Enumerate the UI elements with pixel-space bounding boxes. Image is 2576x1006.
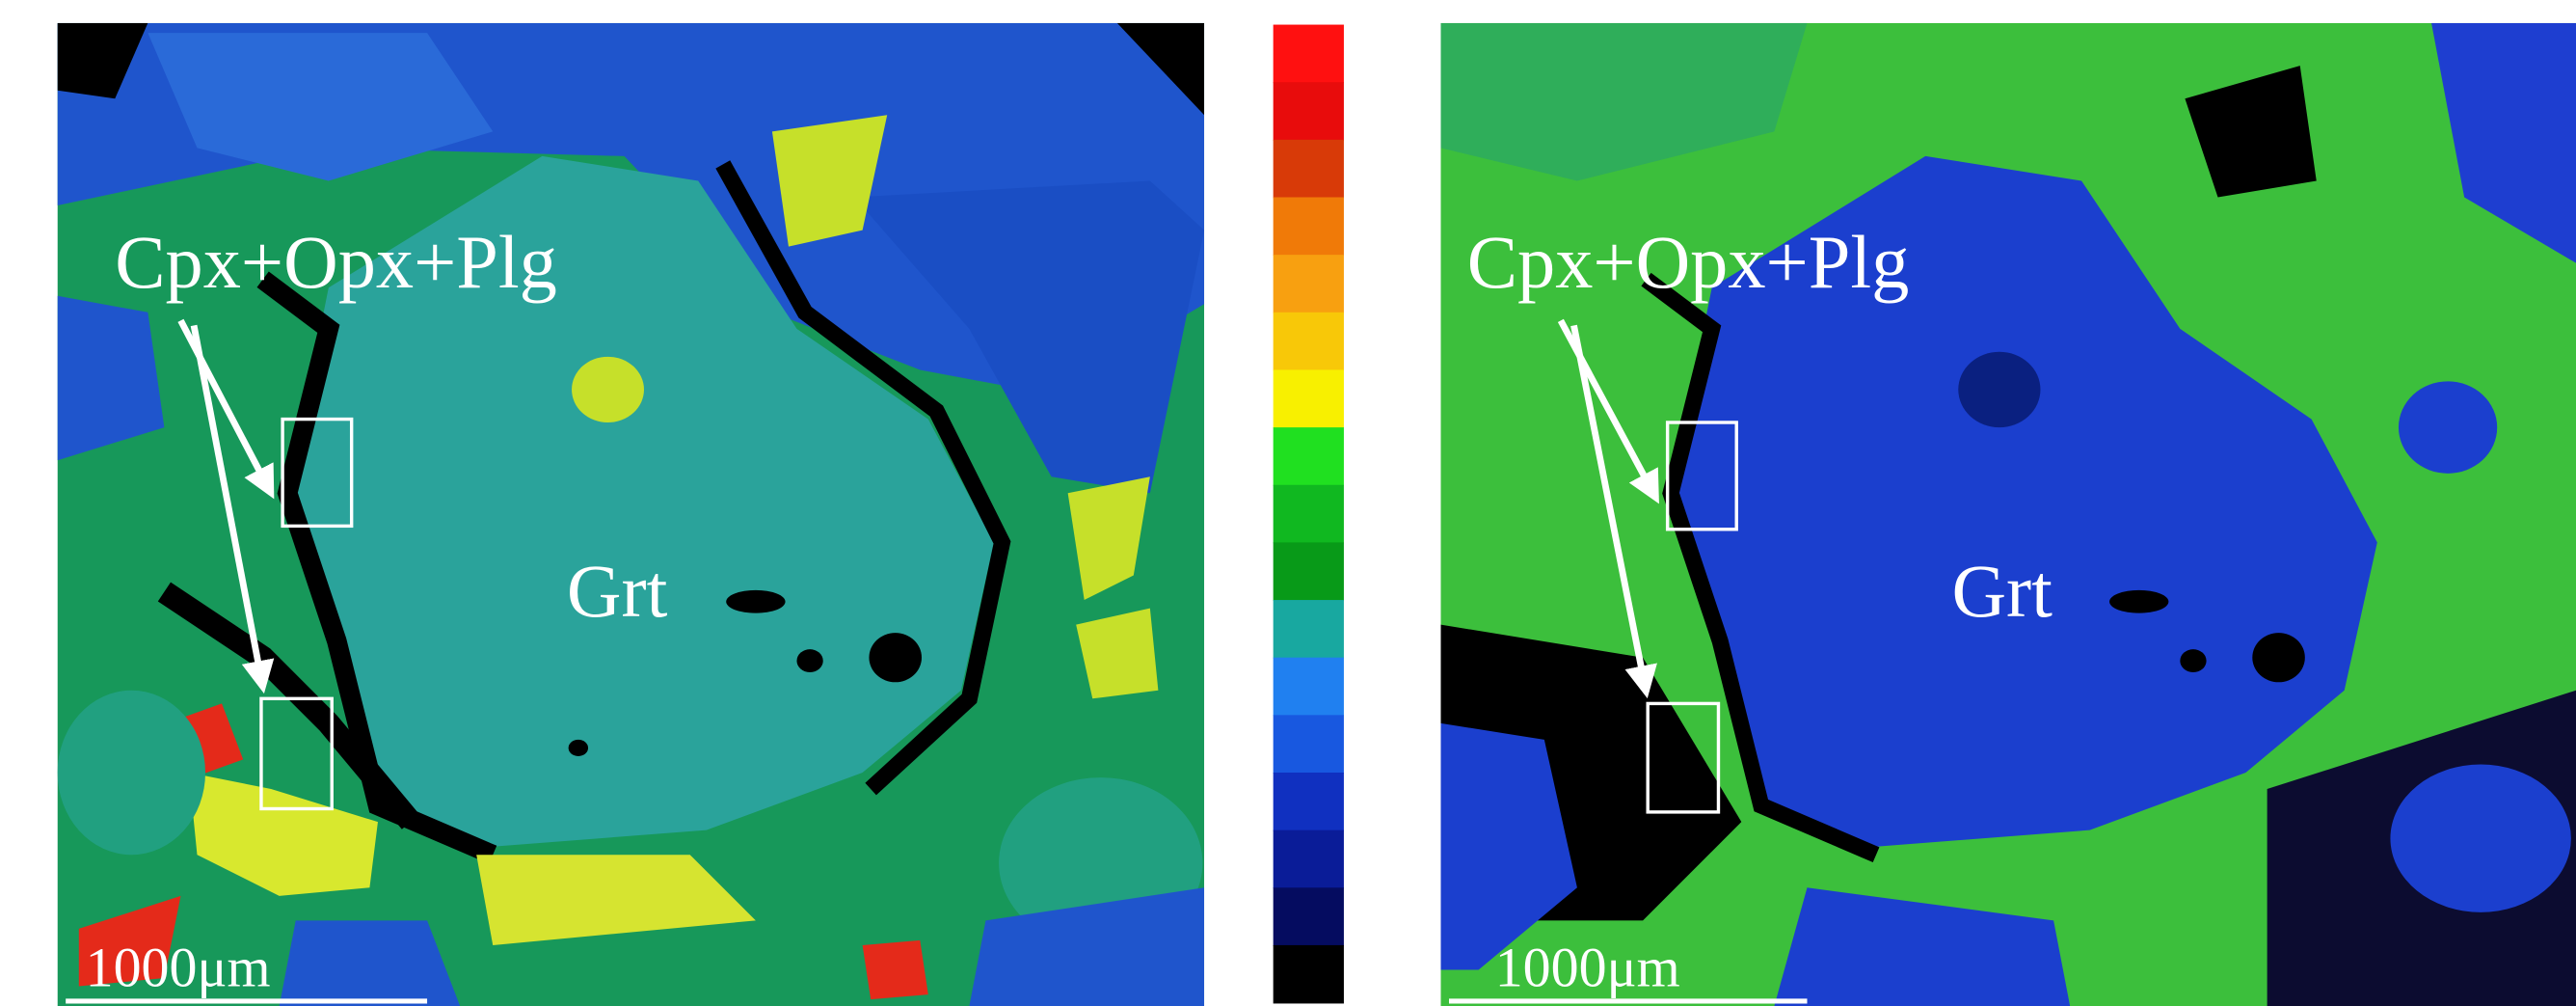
scale-step [1274, 198, 1344, 257]
assemblage-label: Cpx+Opx+Plg [115, 220, 557, 304]
scale-step [1274, 773, 1344, 831]
scale-step [1274, 427, 1344, 486]
scale-step [1274, 887, 1344, 946]
map-ellipse [572, 357, 644, 422]
map-ellipse [1958, 352, 2040, 427]
color-scale [1274, 25, 1344, 1004]
map-ellipse [2399, 381, 2497, 473]
scale-step [1274, 255, 1344, 313]
map-ellipse [726, 590, 785, 613]
scale-step [1274, 542, 1344, 601]
scale-step [1274, 658, 1344, 717]
map-ellipse [796, 649, 822, 672]
scale-step [1274, 715, 1344, 774]
map-ellipse [2390, 764, 2570, 911]
map-ellipse [2109, 590, 2168, 613]
map-ellipse [2180, 649, 2206, 672]
map-ellipse [58, 691, 205, 855]
scale-bar-label: 1000μm [86, 937, 271, 999]
map-ellipse [2252, 633, 2305, 682]
scale-step [1274, 945, 1344, 1004]
mineral-label: Grt [567, 549, 668, 633]
scale-step [1274, 830, 1344, 889]
scale-step [1274, 369, 1344, 428]
mineral-label: Grt [1951, 549, 2053, 633]
scale-step [1274, 25, 1344, 84]
assemblage-label: Cpx+Opx+Plg [1467, 220, 1910, 304]
scale-step [1274, 82, 1344, 141]
map-polygon [863, 940, 928, 999]
scale-step [1274, 600, 1344, 659]
scale-bar-label: 1000μm [1495, 937, 1680, 999]
scale-step [1274, 313, 1344, 371]
map-ellipse [869, 633, 922, 682]
page: {"panels": [ {"assemblage": "Cpx+Opx+Plg… [0, 0, 2576, 1006]
map-ellipse [569, 740, 588, 756]
scale-step [1274, 485, 1344, 544]
figure: Cpx+Opx+Plg Grt 1000μm Cpx+Opx+Plg Grt 1… [0, 0, 2576, 1006]
scale-step [1274, 140, 1344, 199]
